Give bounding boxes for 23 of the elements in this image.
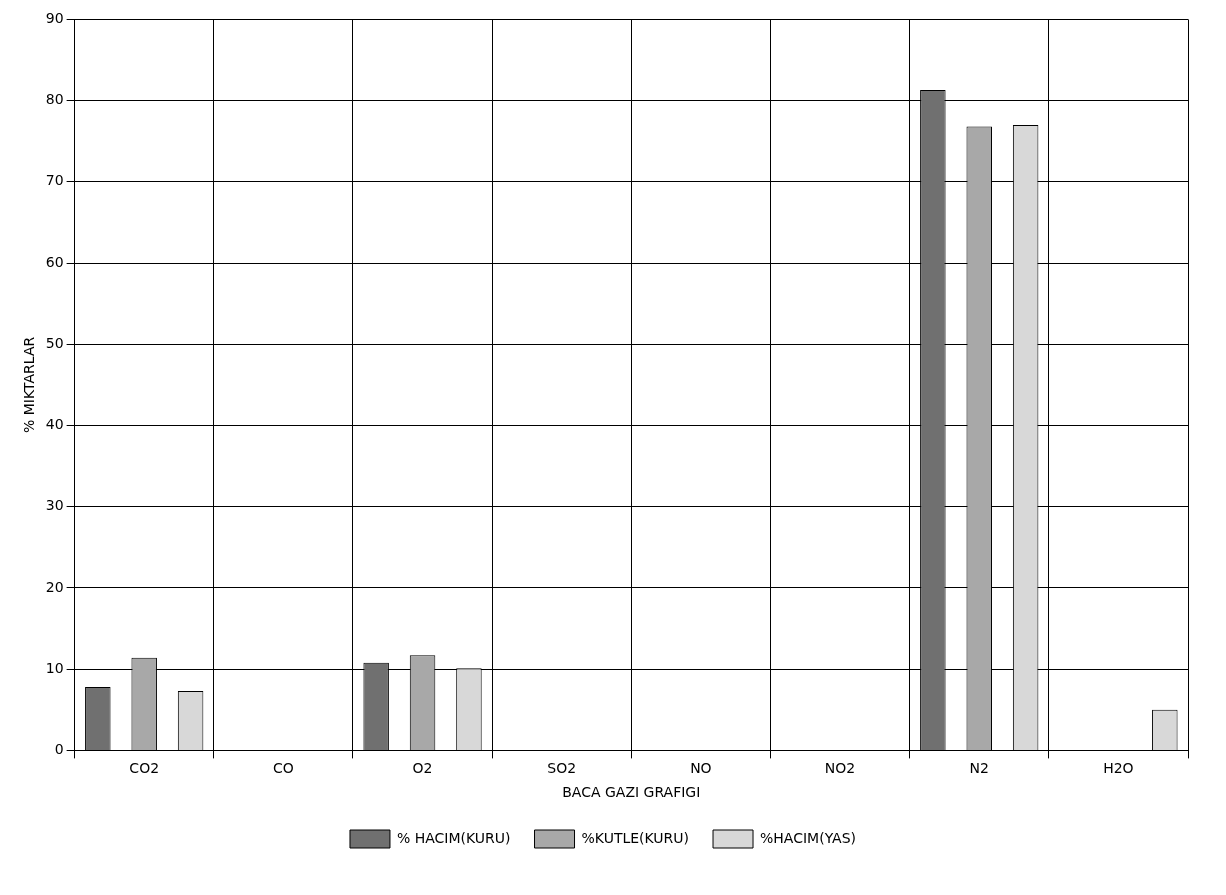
y-tick-label: 60 [45, 253, 64, 270]
x-tick-label: O2 [412, 760, 433, 777]
x-tick-label: SO2 [547, 760, 577, 777]
y-axis-title: % MIKTARLAR [21, 336, 38, 434]
legend-label: %KUTLE(KURU) [581, 829, 690, 846]
x-tick-label: H2O [1103, 760, 1134, 777]
legend-label: % HACIM(KURU) [396, 829, 511, 846]
x-axis-title: BACA GAZI GRAFIGI [562, 784, 701, 801]
y-tick-label: 0 [54, 741, 64, 758]
y-tick-label: 90 [45, 10, 64, 27]
y-tick-label: 40 [45, 416, 64, 433]
y-tick-label: 20 [45, 578, 64, 595]
legend-label: %HACIM(YAS) [760, 829, 857, 846]
y-tick-label: 50 [45, 334, 64, 351]
y-tick-label: 80 [45, 91, 64, 108]
x-tick-label: NO2 [824, 760, 856, 777]
x-tick-label: N2 [969, 760, 989, 777]
x-tick-label: CO2 [129, 760, 160, 777]
x-tick-label: NO [690, 760, 712, 777]
y-tick-label: 70 [45, 172, 64, 189]
x-tick-label: CO [272, 760, 294, 777]
y-tick-label: 10 [45, 659, 64, 676]
y-tick-label: 30 [45, 497, 64, 514]
